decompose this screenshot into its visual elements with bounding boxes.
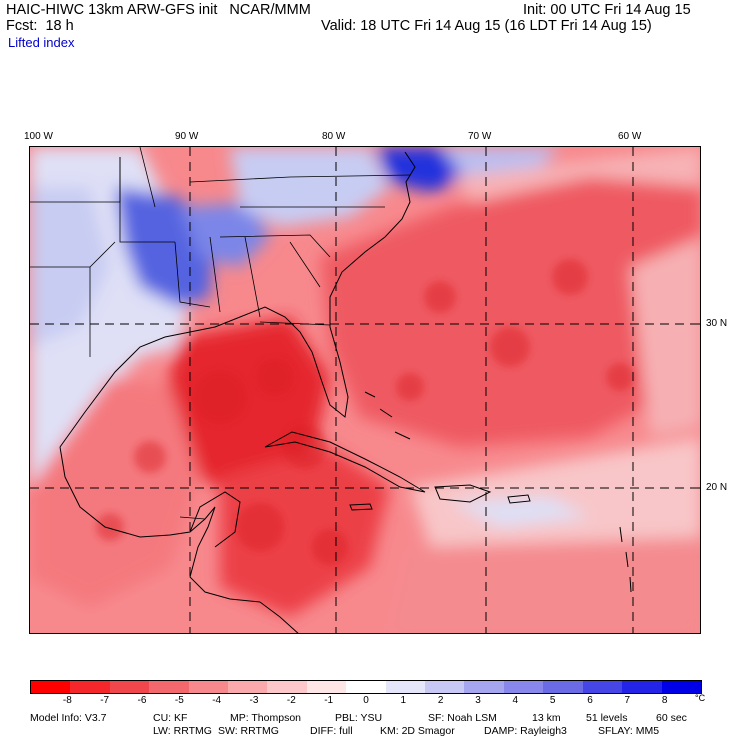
surface-layer: SFLAY: MM5: [598, 725, 660, 737]
legend-tick-label: -3: [249, 695, 259, 706]
lon-label-70w: 70 W: [468, 131, 492, 142]
legend-swatch: [582, 681, 623, 693]
legend-tick-label: 7: [624, 695, 631, 706]
stability-field: [30, 147, 700, 633]
legend-swatch: [464, 681, 504, 693]
lw-scheme: LW: RRTMG: [153, 725, 212, 737]
valid-time: Valid: 18 UTC Fri 14 Aug 15 (16 LDT Fri …: [321, 18, 652, 34]
legend-tick-label: 4: [512, 695, 519, 706]
timestep: 60 sec: [656, 712, 687, 724]
legend-swatch: [306, 681, 347, 693]
legend-tick-label: 0: [363, 695, 369, 706]
cumulus-scheme: CU: KF: [153, 712, 188, 724]
legend-tick-label: -7: [100, 695, 110, 706]
init-time: Init: 00 UTC Fri 14 Aug 15: [523, 2, 691, 18]
resolution: 13 km: [532, 712, 561, 724]
legend-tick-label: -8: [62, 695, 72, 706]
diffusion: DIFF: full: [310, 725, 353, 737]
map-svg: [30, 147, 700, 633]
legend-tick-label: 2: [437, 695, 444, 706]
model-info-1: Model Info: V3.7: [30, 712, 107, 724]
legend-swatch: [385, 681, 426, 693]
legend-swatch: [425, 681, 465, 693]
color-legend-labels: -8 -7 -6 -5 -4 -3 -2 -1 0 1 2 3 4 5 6 7 8: [30, 695, 702, 707]
legend-tick-label: -6: [137, 695, 147, 706]
color-legend-bar: [30, 680, 702, 694]
lon-label-60w: 60 W: [618, 131, 642, 142]
km-option: KM: 2D Smagor: [380, 725, 455, 737]
legend-swatch: [228, 681, 268, 693]
legend-swatch: [149, 681, 189, 693]
legend-tick-label: 3: [475, 695, 481, 706]
legend-swatch: [622, 681, 662, 693]
coastlines: [59, 151, 632, 633]
pbl-scheme: PBL: YSU: [335, 712, 383, 724]
frame-ticks: [189, 147, 700, 489]
legend-swatch: [267, 681, 307, 693]
state-borders: [30, 147, 411, 520]
legend-tick-label: -4: [212, 695, 222, 706]
lon-label-80w: 80 W: [322, 131, 346, 142]
legend-swatch: [346, 681, 386, 693]
model-title: HAIC-HIWC 13km ARW-GFS init NCAR/MMM: [6, 2, 311, 18]
forecast-hour: Fcst: 18 h: [6, 18, 74, 34]
legend-tick-label: 8: [661, 695, 668, 706]
legend-swatch: [109, 681, 150, 693]
legend-swatch: [31, 681, 71, 693]
microphysics-scheme: MP: Thompson: [230, 712, 302, 724]
legend-tick-label: -2: [286, 695, 296, 706]
lifted-index-map: [29, 146, 701, 634]
legend-tick-label: 1: [400, 695, 407, 706]
sw-scheme: SW: RRTMG: [218, 725, 279, 737]
legend-swatch: [70, 681, 110, 693]
surface-scheme: SF: Noah LSM: [428, 712, 497, 724]
levels: 51 levels: [586, 712, 628, 724]
field-name: Lifted index: [8, 35, 75, 50]
color-legend-unit: °C: [695, 693, 706, 703]
legend-swatch: [543, 681, 583, 693]
legend-tick-label: 6: [587, 695, 593, 706]
lon-label-90w: 90 W: [175, 131, 199, 142]
legend-tick-label: -1: [324, 695, 334, 706]
gridlines: [30, 147, 700, 633]
legend-swatch: [661, 681, 701, 693]
convective-cells: [96, 259, 634, 565]
legend-tick-label: -5: [174, 695, 184, 706]
lon-label-100w: 100 W: [24, 131, 53, 142]
legend-swatch: [188, 681, 229, 693]
lat-label-20n: 20 N: [706, 482, 728, 493]
legend-swatch: [503, 681, 544, 693]
damping: DAMP: Rayleigh3: [484, 725, 567, 737]
lat-label-30n: 30 N: [706, 318, 728, 329]
legend-tick-label: 5: [549, 695, 556, 706]
